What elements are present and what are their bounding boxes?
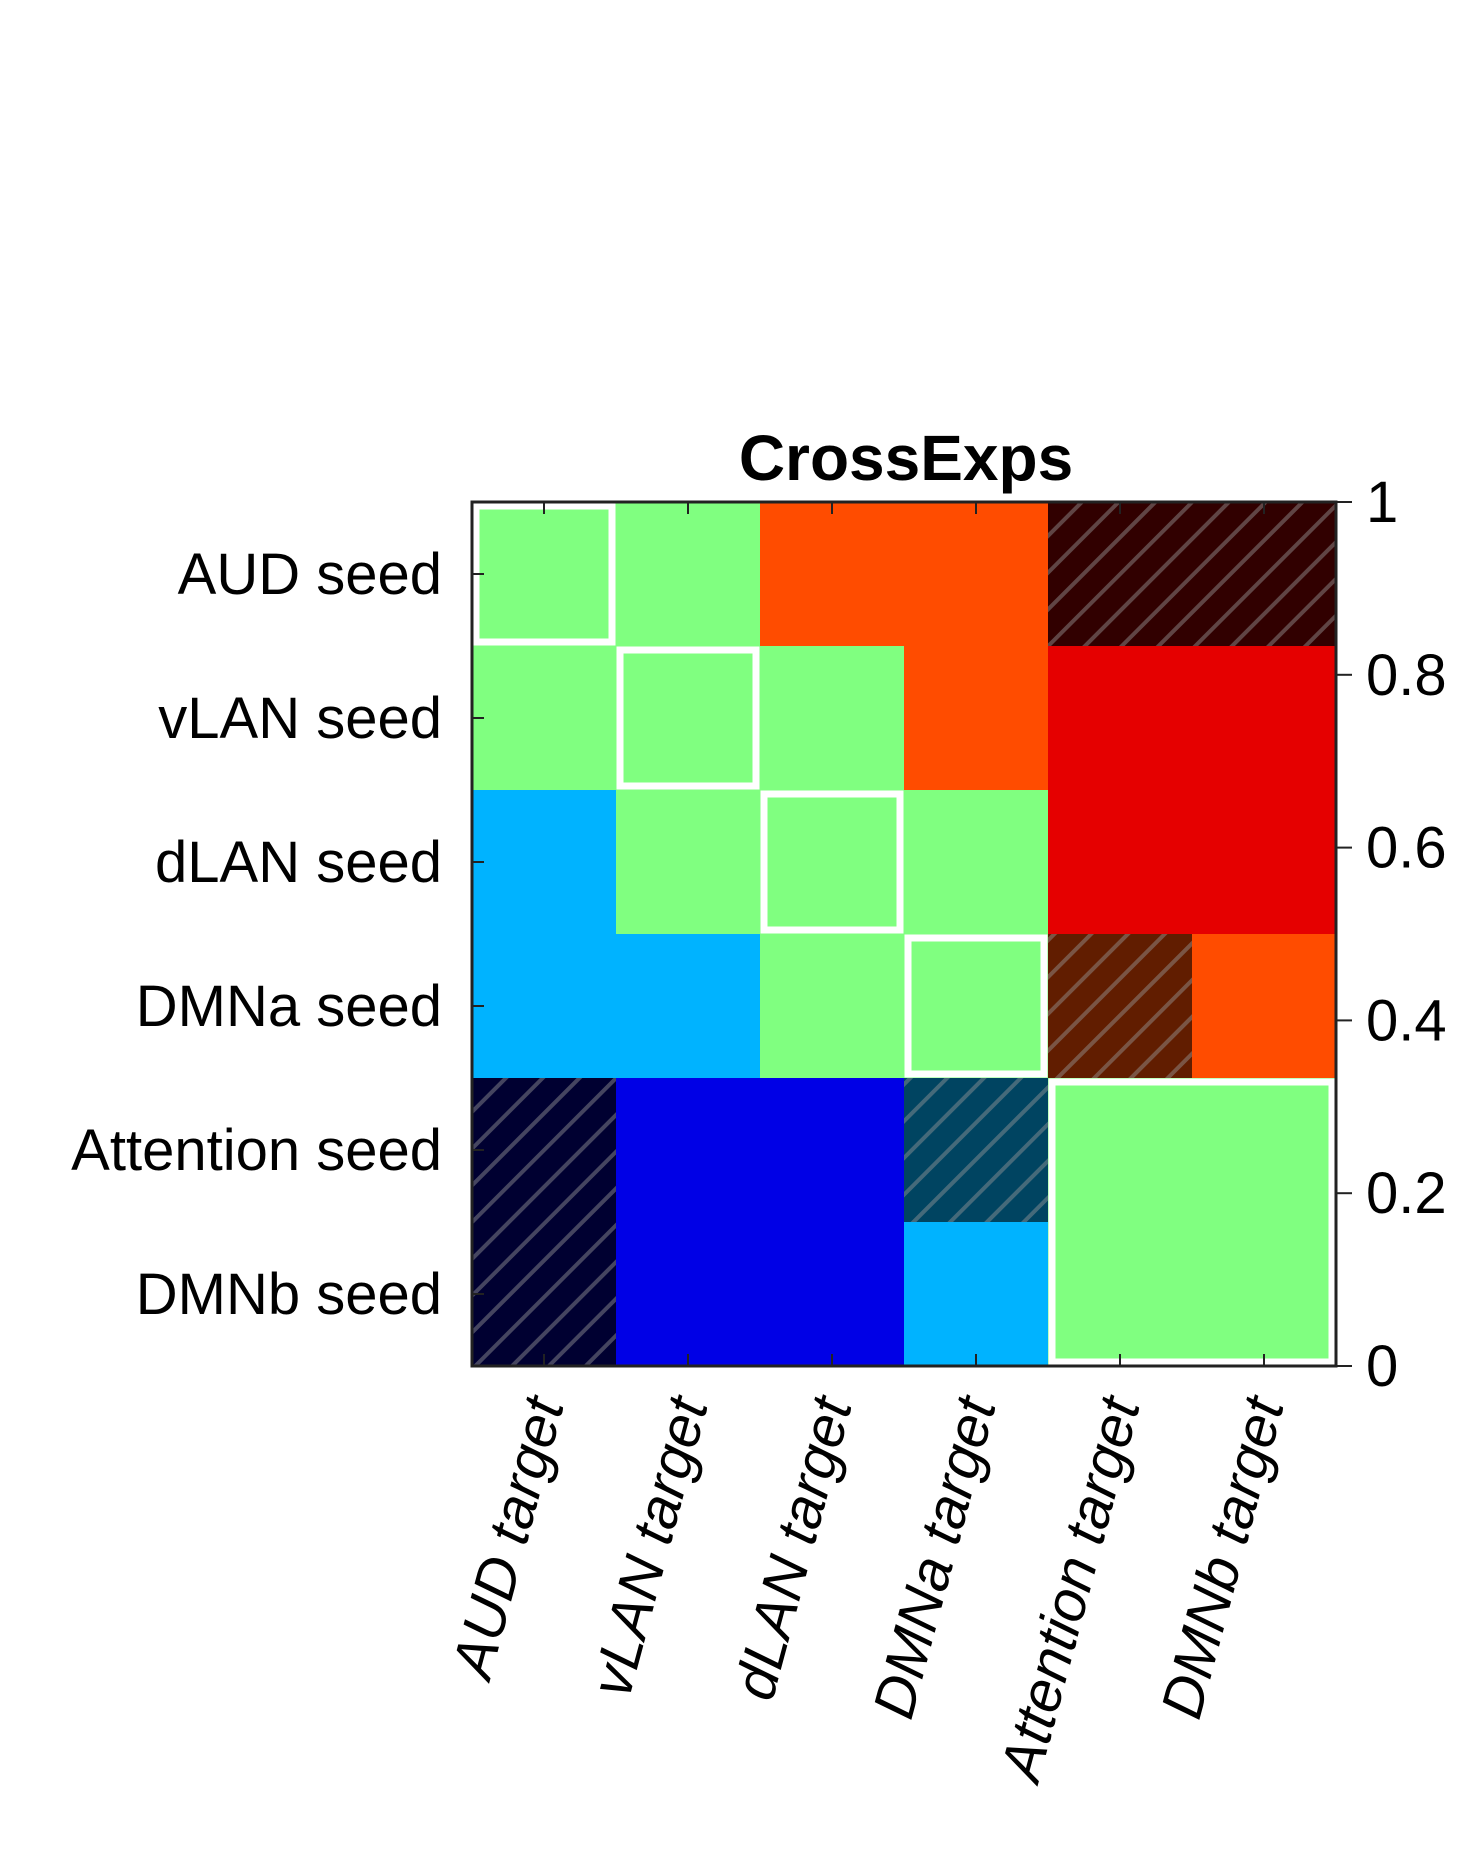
heatmap-cell <box>1192 934 1337 1079</box>
plot-frame <box>470 500 1338 1368</box>
colorbar-tick-label: 1 <box>1366 470 1398 535</box>
column-label: DMNb target <box>1149 1388 1298 1725</box>
heatmap-cell <box>472 934 617 1079</box>
heatmap-cell <box>1192 1078 1337 1223</box>
chart-title: CrossExps <box>739 422 1073 494</box>
heatmap-cell <box>1192 646 1337 791</box>
row-label: vLAN seed <box>158 686 442 751</box>
heatmap-cell <box>616 1222 761 1367</box>
colorbar-ticks: 0 0.2 0.4 0.6 0.8 1 <box>1336 470 1447 1399</box>
row-label: Attention seed <box>71 1118 442 1183</box>
heatmap-cell <box>904 934 1049 1079</box>
row-label: dLAN seed <box>155 830 442 895</box>
heatmap-cell <box>1048 646 1193 791</box>
heatmap-cell <box>616 934 761 1079</box>
heatmap-cell <box>616 790 761 935</box>
heatmap-cell <box>1048 1078 1193 1223</box>
row-label: AUD seed <box>178 542 442 607</box>
significance-hatching <box>472 502 1336 1366</box>
heatmap-cell <box>616 646 761 791</box>
column-ticks <box>543 502 1265 1366</box>
row-ticks <box>472 573 484 1295</box>
heatmap-cell <box>1048 790 1193 935</box>
row-labels: AUD seed vLAN seed dLAN seed DMNa seed Atten… <box>71 542 442 1327</box>
heatmap-cell <box>1192 790 1337 935</box>
hatch-overlay <box>1048 502 1192 646</box>
heatmap-cell <box>760 934 905 1079</box>
colorbar-tick-label: 0.4 <box>1366 988 1447 1053</box>
row-label: DMNb seed <box>136 1262 442 1327</box>
column-label: vLAN target <box>579 1388 722 1703</box>
heatmap-cell <box>760 1078 905 1223</box>
column-label: dLAN target <box>722 1388 866 1707</box>
hatch-overlay <box>904 1078 1048 1222</box>
column-label: AUD target <box>439 1388 578 1688</box>
hatch-overlay <box>472 1222 616 1366</box>
heatmap-cell <box>616 1078 761 1223</box>
colorbar-tick-label: 0 <box>1366 1334 1398 1399</box>
heatmap-cell <box>472 790 617 935</box>
colorbar-tick-label: 0.6 <box>1366 816 1447 881</box>
column-label: DMNa target <box>861 1388 1010 1725</box>
diagonal-block-outline <box>904 934 1048 1078</box>
heatmap-cell <box>472 502 617 647</box>
heatmap-cell <box>904 1222 1049 1367</box>
diagonal-block-outline <box>616 646 760 790</box>
heatmap-cell <box>904 646 1049 791</box>
heatmap-cell <box>616 502 761 647</box>
heatmap-cell <box>904 502 1049 647</box>
diagonal-block-outline <box>760 790 904 934</box>
heatmap-cell <box>904 790 1049 935</box>
column-label: Attention target <box>987 1388 1153 1790</box>
heatmap-cell <box>760 502 905 647</box>
heatmap-cell <box>760 790 905 935</box>
heatmap-cell <box>1048 1222 1193 1367</box>
diagonal-block-outline <box>1048 1078 1336 1366</box>
hatch-overlay <box>1048 934 1192 1078</box>
colorbar-tick-label: 0.8 <box>1366 643 1447 708</box>
hatch-overlay <box>472 1078 616 1222</box>
heatmap-cell <box>760 1222 905 1367</box>
heatmap-cell <box>1192 1222 1337 1367</box>
heatmap-cell <box>760 646 905 791</box>
colorbar-tick-label: 0.2 <box>1366 1161 1447 1226</box>
row-label: DMNa seed <box>136 974 442 1039</box>
hatch-overlay <box>1192 502 1336 646</box>
heatmap-cell <box>472 646 617 791</box>
